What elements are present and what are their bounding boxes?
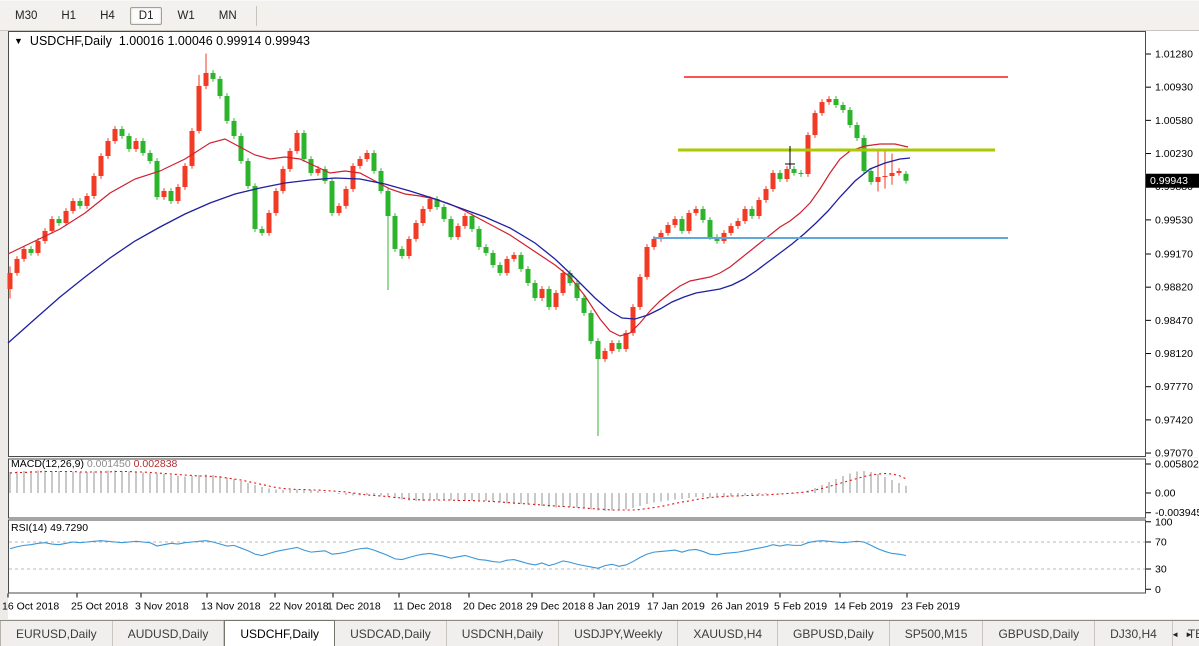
svg-text:1 Dec 2018: 1 Dec 2018: [327, 601, 381, 613]
svg-text:0.99170: 0.99170: [1155, 249, 1193, 261]
svg-text:17 Jan 2019: 17 Jan 2019: [647, 601, 705, 613]
rsi-value: 49.7290: [50, 522, 89, 534]
timeframe-toolbar: M30 H1 H4 D1 W1 MN: [0, 1, 1199, 31]
tab-scroll-right-icon[interactable]: ►: [1185, 629, 1193, 639]
svg-text:23 Feb 2019: 23 Feb 2019: [901, 601, 960, 613]
tabbar-left-edge: [0, 621, 1, 646]
macd-name: MACD(12,26,9): [11, 458, 84, 470]
symbol-tab-GBPUSD-Daily[interactable]: GBPUSD,Daily: [778, 621, 890, 646]
date-axis: 16 Oct 2018 25 Oct 2018 3 Nov 2018 13 Nov 2…: [2, 593, 960, 613]
svg-text:0.97070: 0.97070: [1155, 448, 1193, 460]
svg-text:0.99943: 0.99943: [1150, 175, 1188, 187]
svg-text:26 Jan 2019: 26 Jan 2019: [711, 601, 769, 613]
symbol-tab-DJ30-H4[interactable]: DJ30,H4: [1095, 621, 1173, 646]
rsi-name: RSI(14): [11, 522, 48, 534]
svg-text:1.01280: 1.01280: [1155, 49, 1193, 61]
timeframe-button-H1[interactable]: H1: [61, 9, 77, 22]
svg-text:11 Dec 2018: 11 Dec 2018: [393, 601, 452, 613]
chart-symbol-label: USDCHF,Daily: [29, 34, 112, 48]
symbol-tabbar: EURUSD,Daily AUDUSD,Daily USDCHF,Daily USDC…: [0, 620, 1199, 646]
current-price-tag: 0.99943: [1146, 173, 1199, 188]
price-axis: 1.012801.009301.005801.002300.998800.995…: [1146, 49, 1193, 460]
svg-text:30: 30: [1155, 564, 1167, 576]
svg-text:100: 100: [1155, 516, 1173, 528]
svg-text:0.98470: 0.98470: [1155, 315, 1193, 327]
pane-frames: [8, 31, 1199, 594]
macd-indicator-label: MACD(12,26,9) 0.001450 0.002838: [11, 458, 177, 470]
macd-axis: 0.005802 0.00 -0.003945: [1146, 458, 1199, 519]
symbol-tab-EURUSD-Daily[interactable]: EURUSD,Daily: [1, 621, 113, 646]
svg-text:70: 70: [1155, 537, 1167, 549]
tab-scroll-left-icon[interactable]: ◄: [1171, 629, 1180, 639]
candlestick-series: [7, 53, 909, 436]
symbol-tab-USDJPY-Weekly[interactable]: USDJPY,Weekly: [559, 621, 679, 646]
chart-canvas[interactable]: 1.012801.009301.005801.002300.998800.995…: [0, 31, 1199, 620]
macd-signal-value: 0.002838: [133, 458, 178, 470]
svg-text:1.00580: 1.00580: [1155, 115, 1193, 127]
symbol-tab-USDCHF-Daily[interactable]: USDCHF,Daily: [224, 620, 336, 646]
svg-text:0.98820: 0.98820: [1155, 282, 1193, 294]
symbol-tab-USDCNH-Daily[interactable]: USDCNH,Daily: [447, 621, 560, 646]
svg-text:16 Oct 2018: 16 Oct 2018: [2, 601, 59, 613]
svg-text:0.98120: 0.98120: [1155, 348, 1193, 360]
symbol-tab-AUDUSD-Daily[interactable]: AUDUSD,Daily: [113, 621, 225, 646]
ma-slow-line: [7, 157, 911, 344]
symbol-tab-XAUUSD-H4[interactable]: XAUUSD,H4: [678, 621, 779, 646]
symbol-tab-SP500-M15[interactable]: SP500,M15: [890, 621, 984, 646]
svg-text:0.97420: 0.97420: [1155, 414, 1193, 426]
svg-text:13 Nov 2018: 13 Nov 2018: [201, 601, 261, 613]
tab-scroll-arrows: ◄ ►: [1167, 621, 1197, 646]
chart-dropdown-icon[interactable]: ▼: [14, 36, 23, 46]
svg-text:5 Feb 2019: 5 Feb 2019: [774, 601, 827, 613]
chart-title: ▼ USDCHF,Daily 1.00016 1.00046 0.99914 0.…: [14, 34, 310, 48]
svg-text:3 Nov 2018: 3 Nov 2018: [135, 601, 189, 613]
macd-histogram: [9, 470, 907, 511]
symbol-tab-TECH100-H[interactable]: TECH100,H: [1173, 621, 1199, 646]
rsi-line: [9, 540, 907, 569]
rsi-indicator-label: RSI(14) 49.7290: [11, 522, 88, 534]
ma-fast-line: [7, 138, 909, 337]
svg-text:20 Dec 2018: 20 Dec 2018: [463, 601, 523, 613]
svg-text:1.00230: 1.00230: [1155, 148, 1193, 160]
timeframe-button-M30[interactable]: M30: [15, 9, 38, 22]
chart-ohlc-values: 1.00016 1.00046 0.99914 0.99943: [118, 34, 310, 48]
svg-text:0: 0: [1155, 584, 1161, 596]
svg-text:22 Nov 2018: 22 Nov 2018: [269, 601, 329, 613]
symbol-tabs: EURUSD,Daily AUDUSD,Daily USDCHF,Daily USDC…: [1, 620, 1199, 646]
svg-text:14 Feb 2019: 14 Feb 2019: [834, 601, 893, 613]
svg-text:0.99530: 0.99530: [1155, 214, 1193, 226]
svg-text:25 Oct 2018: 25 Oct 2018: [71, 601, 128, 613]
svg-text:29 Dec 2018: 29 Dec 2018: [526, 601, 586, 613]
symbol-tab-GBPUSD-Daily[interactable]: GBPUSD,Daily: [983, 621, 1096, 646]
symbol-tab-USDCAD-Daily[interactable]: USDCAD,Daily: [335, 621, 447, 646]
svg-text:1.00930: 1.00930: [1155, 82, 1193, 94]
svg-text:8 Jan 2019: 8 Jan 2019: [588, 601, 640, 613]
macd-signal-line: [9, 470, 907, 511]
svg-text:0.005802: 0.005802: [1155, 458, 1199, 470]
toolbar-separator: [255, 5, 257, 26]
rsi-axis: 100 70 30 0: [1146, 516, 1173, 596]
svg-text:0.97770: 0.97770: [1155, 381, 1193, 393]
svg-text:0.00: 0.00: [1155, 488, 1176, 500]
timeframe-button-W1[interactable]: W1: [177, 9, 195, 22]
timeframe-button-MN[interactable]: MN: [218, 9, 237, 22]
timeframe-button-D1[interactable]: D1: [129, 6, 163, 25]
timeframe-button-H4[interactable]: H4: [100, 9, 115, 22]
macd-main-value: 0.001450: [86, 458, 131, 470]
svg-text:-0.003945: -0.003945: [1155, 507, 1199, 519]
cross-marker[interactable]: [785, 146, 795, 169]
